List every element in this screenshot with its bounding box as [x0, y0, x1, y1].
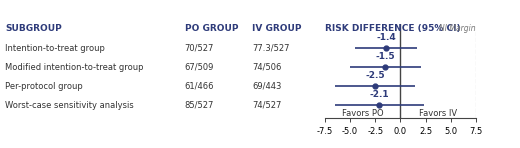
Text: NI Margin: NI Margin — [439, 24, 476, 33]
Text: RISK DIFFERENCE (95% CI): RISK DIFFERENCE (95% CI) — [325, 24, 461, 33]
Text: Modified intention-to-treat group: Modified intention-to-treat group — [5, 63, 144, 72]
Text: Favors IV: Favors IV — [419, 109, 457, 118]
Text: 85/527: 85/527 — [185, 101, 214, 110]
Text: -1.5: -1.5 — [375, 52, 395, 61]
Text: Per-protocol group: Per-protocol group — [5, 82, 83, 91]
Text: PO GROUP: PO GROUP — [185, 24, 238, 33]
Text: Intention-to-treat group: Intention-to-treat group — [5, 44, 105, 53]
Text: 69/443: 69/443 — [252, 82, 281, 91]
Text: -1.4: -1.4 — [376, 33, 396, 42]
Text: 70/527: 70/527 — [185, 44, 214, 53]
Text: 74/527: 74/527 — [252, 101, 281, 110]
Text: 74/506: 74/506 — [252, 63, 281, 72]
Text: Worst-case sensitivity analysis: Worst-case sensitivity analysis — [5, 101, 134, 110]
Text: -2.1: -2.1 — [370, 90, 389, 99]
Text: SUBGROUP: SUBGROUP — [5, 24, 62, 33]
Text: 61/466: 61/466 — [185, 82, 214, 91]
Text: -2.5: -2.5 — [366, 71, 385, 80]
Text: Favors PO: Favors PO — [342, 109, 384, 118]
Text: 67/509: 67/509 — [185, 63, 214, 72]
Text: 77.3/527: 77.3/527 — [252, 44, 290, 53]
Text: IV GROUP: IV GROUP — [252, 24, 302, 33]
